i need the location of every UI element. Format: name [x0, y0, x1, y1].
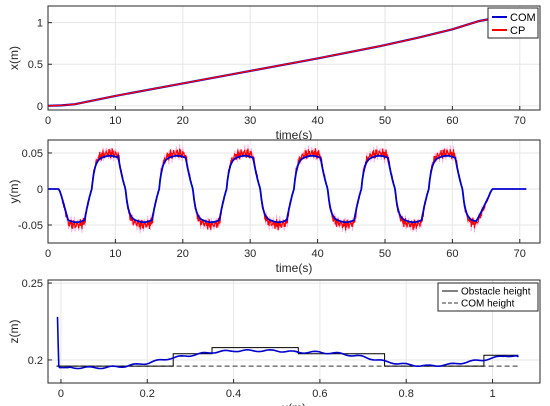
- legend-label: COM: [510, 12, 536, 24]
- axes-frame: [47, 279, 541, 384]
- x-tick-label: 60: [446, 115, 458, 127]
- x-tick-label: 50: [379, 115, 391, 127]
- x-tick-label: 10: [109, 248, 121, 260]
- axes-frame: [47, 5, 541, 111]
- x-tick-label: 0: [45, 115, 51, 127]
- x-tick-label: 0.2: [140, 388, 155, 400]
- y-tick-label: -0.05: [18, 220, 43, 232]
- x-tick-label: 0: [58, 388, 64, 400]
- x-tick-label: 0.8: [399, 388, 414, 400]
- axes-frame: [47, 139, 541, 244]
- x-tick-label: 60: [446, 248, 458, 260]
- x-tick-label: 30: [244, 248, 256, 260]
- y-axis-label: x(m): [7, 46, 21, 70]
- x-axis-label: time(s): [276, 261, 313, 275]
- x-tick-label: 70: [514, 248, 526, 260]
- y-position-panel: 0 10 20 30 40 50 60 70 -0.05 0 0.05 time(s) y(m): [7, 139, 541, 275]
- y-tick-label: 0.05: [22, 148, 43, 160]
- y-tick-label: 0.2: [28, 355, 43, 367]
- y-tick-label: 1: [37, 18, 43, 30]
- legend-label: Obstacle height: [461, 287, 531, 298]
- x-tick-label: 0: [45, 248, 51, 260]
- x-tick-label: 0.4: [226, 388, 241, 400]
- x-tick-label: 1: [489, 388, 495, 400]
- y-tick-label: 0.25: [22, 278, 43, 290]
- legend-label: CP: [510, 25, 525, 37]
- y-tick-label: 0: [37, 101, 43, 113]
- legend-box: [437, 282, 539, 312]
- z-height-panel: 0 0.2 0.4 0.6 0.8 1 0.2 0.25 x(m) z(m) Obstacle he…: [7, 278, 541, 406]
- series-line-com: [48, 153, 527, 224]
- legend-label: COM height: [461, 299, 515, 310]
- x-tick-label: 50: [379, 248, 391, 260]
- x-tick-label: 20: [177, 115, 189, 127]
- obstacle-height-line: [56, 347, 519, 367]
- x-tick-label: 20: [177, 248, 189, 260]
- y-axis-label: z(m): [7, 320, 21, 344]
- x-tick-label: 0.6: [312, 388, 327, 400]
- x-axis-label: time(s): [276, 128, 313, 142]
- x-tick-label: 40: [311, 115, 323, 127]
- x-tick-label: 10: [109, 115, 121, 127]
- x-tick-label: 30: [244, 115, 256, 127]
- x-tick-label: 40: [311, 248, 323, 260]
- x-axis-label: x(m): [282, 401, 306, 406]
- legend-box: [487, 7, 539, 39]
- y-axis-label: y(m): [7, 180, 21, 204]
- y-tick-label: 0.5: [28, 59, 43, 71]
- x-tick-label: 70: [514, 115, 526, 127]
- com-trajectory-line: [56, 316, 519, 370]
- y-tick-label: 0: [37, 184, 43, 196]
